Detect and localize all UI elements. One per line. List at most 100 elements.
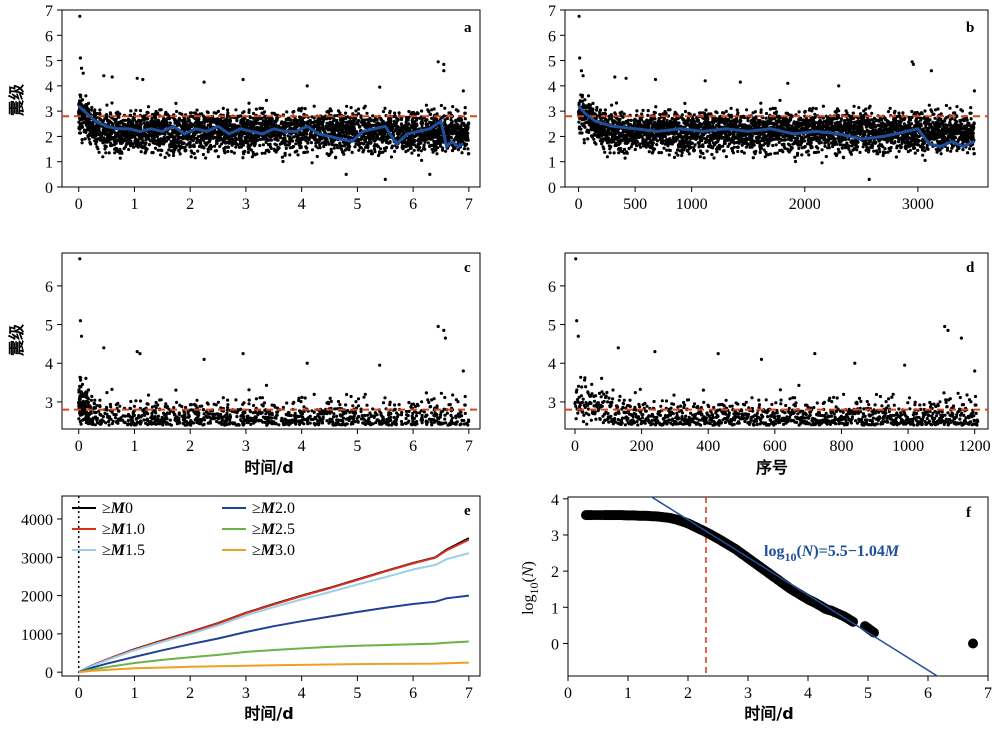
event-point: [610, 103, 614, 107]
event-point: [80, 98, 85, 102]
panel-f-label: f: [966, 505, 972, 521]
event-point: [139, 126, 143, 130]
event-point: [336, 146, 340, 150]
event-point: [191, 123, 196, 127]
event-point: [260, 116, 264, 120]
event-point: [139, 141, 143, 145]
event-point: [285, 110, 289, 114]
event-point: [234, 145, 238, 149]
event-point: [441, 146, 445, 150]
event-point: [299, 109, 303, 113]
event-point: [158, 123, 162, 127]
event-point: [367, 149, 371, 153]
event-point: [429, 112, 433, 116]
event-point: [220, 131, 224, 136]
event-point: [420, 158, 424, 162]
event-point: [463, 117, 467, 121]
event-point: [460, 151, 464, 155]
panel-a-ylabel: 震级: [7, 83, 26, 117]
event-point: [651, 141, 655, 145]
y-tick-label: 5: [548, 54, 556, 71]
event-point: [422, 143, 426, 147]
event-point: [283, 136, 287, 140]
event-point: [235, 119, 239, 123]
event-point: [369, 149, 373, 153]
event-point: [218, 144, 222, 148]
event-point: [295, 149, 299, 153]
x-tick-label: 5: [353, 196, 361, 213]
event-point: [393, 111, 397, 115]
event-point: [240, 134, 244, 138]
event-point: [117, 115, 121, 119]
event-point: [383, 106, 387, 110]
event-point: [332, 146, 336, 150]
event-point: [426, 141, 430, 145]
event-point: [226, 111, 230, 115]
event-point: [120, 151, 124, 155]
event-point: [291, 144, 296, 149]
event-point: [163, 132, 167, 136]
event-point: [577, 120, 581, 124]
event-point: [273, 113, 277, 117]
event-point: [583, 98, 587, 102]
event-point: [95, 111, 99, 116]
event-point: [388, 140, 392, 144]
y-tick-label: 2: [548, 129, 556, 146]
event-point: [330, 150, 334, 154]
event-point: [172, 151, 176, 155]
event-point: [165, 151, 169, 155]
event-point: [88, 133, 92, 137]
event-point: [704, 108, 708, 112]
panel-d-xlabel: 序号: [756, 458, 788, 477]
event-point: [173, 135, 177, 139]
outlier-point: [305, 84, 309, 88]
event-point: [586, 94, 591, 98]
event-point: [729, 115, 734, 119]
event-point: [357, 119, 361, 123]
event-point: [232, 151, 236, 155]
event-point: [160, 148, 164, 153]
event-point: [134, 108, 138, 112]
event-point: [349, 106, 353, 110]
event-point: [622, 147, 627, 151]
event-point: [151, 151, 155, 155]
event-point: [598, 108, 603, 112]
event-point: [167, 153, 171, 157]
event-point: [156, 111, 160, 115]
event-point: [241, 143, 245, 147]
event-point: [339, 147, 344, 151]
event-point: [306, 141, 310, 145]
event-point: [362, 148, 366, 152]
event-point: [105, 103, 109, 107]
event-point: [288, 153, 292, 157]
event-point: [146, 105, 151, 109]
event-point: [165, 123, 169, 127]
event-point: [327, 110, 331, 114]
event-point: [185, 143, 189, 147]
event-point: [463, 106, 467, 110]
event-point: [586, 137, 590, 141]
event-point: [153, 146, 158, 150]
event-point: [234, 108, 238, 112]
event-point: [80, 138, 84, 142]
event-point: [247, 110, 251, 114]
event-point: [256, 138, 260, 142]
event-point: [582, 141, 586, 145]
event-point: [347, 148, 351, 152]
event-point: [413, 139, 417, 143]
event-point: [358, 124, 362, 129]
event-point: [465, 142, 469, 146]
event-point: [174, 129, 178, 133]
event-point: [252, 111, 256, 116]
event-point: [390, 144, 394, 148]
event-point: [146, 111, 150, 115]
event-point: [683, 109, 688, 114]
event-point: [354, 116, 358, 121]
event-point: [131, 145, 136, 149]
outlier-point: [78, 56, 82, 60]
event-point: [258, 106, 262, 110]
event-point: [397, 111, 401, 115]
event-point: [310, 148, 315, 152]
event-point: [153, 139, 157, 143]
event-point: [348, 145, 352, 149]
